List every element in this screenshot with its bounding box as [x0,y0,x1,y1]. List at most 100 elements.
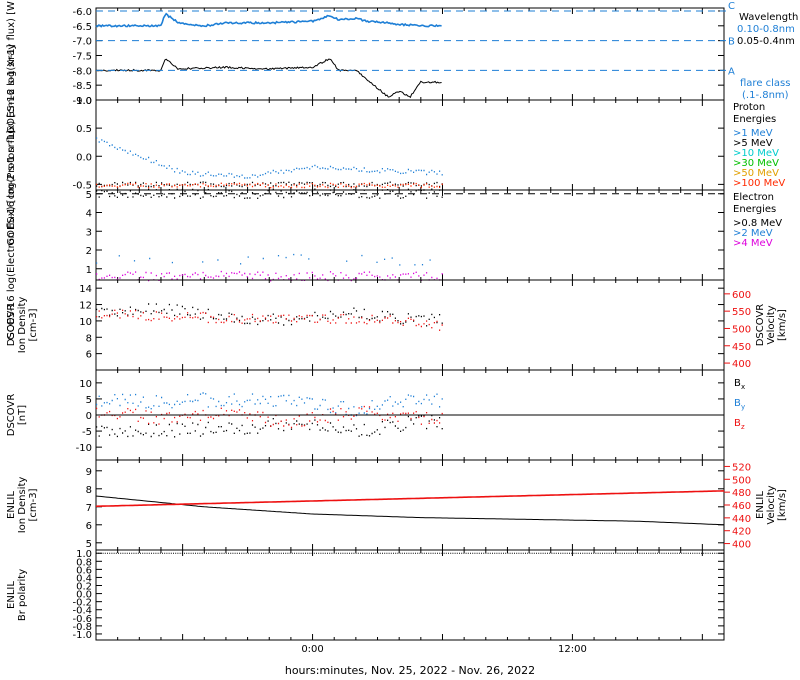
y-tick-label: 9 [86,467,92,478]
y-tick-label: -0.8 [72,622,92,633]
y-tick-label: 1 [86,265,92,276]
y-tick-label: -7.0 [72,37,92,48]
y-tick-label: 0.2 [76,582,92,593]
panel-frame [95,7,725,101]
y-tick-label: -0.2 [72,598,92,609]
y-axis-label: ENLIL [6,491,17,519]
legend-item-subscript: y [741,403,745,411]
y-right-tick-label: 500 [732,475,751,486]
series-by [96,392,443,417]
y-axis-right-label: [km/s] [777,489,788,521]
legend-item: B [734,418,741,429]
y-axis-right-label: [km/s] [777,309,788,341]
y-axis-label: [cm-3] [28,488,39,521]
panel-frame [95,549,725,641]
legend-item: B [734,378,741,389]
y-right-tick-label: 450 [732,342,751,353]
y-tick-label: -7.5 [72,51,92,62]
legend-item: 0.10-0.8nm [737,24,795,35]
panel-enlil [95,459,730,551]
y-tick-label: -5 [82,427,92,438]
legend-title: Proton [733,102,765,113]
y-tick-label: -0.6 [72,614,92,625]
y-tick-label: -0.4 [72,606,92,617]
y-tick-label: 7 [86,503,92,514]
y-tick-label: 0.0 [76,152,92,163]
x-tick-label: 12:00 [558,644,587,655]
panel-electron [95,188,725,282]
y-right-tick-label: 400 [732,359,751,370]
y-right-tick-label: 500 [732,324,751,335]
panel-xray [95,7,726,101]
legend-item: >5 MeV [733,138,773,149]
y-right-tick-label: 600 [732,290,751,301]
y-tick-label: 10 [79,379,92,390]
y-tick-label: 4 [86,209,92,220]
legend-item: >30 MeV [733,158,779,169]
flare-class-note: (.1-.8nm) [742,90,789,101]
y-right-tick-label: 550 [732,307,751,318]
panel-frame [95,189,725,281]
legend-title: Wavelength [739,12,798,23]
panel-frame [95,99,725,191]
y-right-tick-label: 440 [732,514,751,525]
y-tick-label: 3 [86,227,92,238]
y-axis-right-label: Velocity [766,305,777,344]
y-right-tick-label: 520 [732,462,751,473]
series--100-mev [96,182,443,189]
series-bz [96,405,443,429]
y-axis-label: Ion Density [17,297,28,354]
y-tick-label: -0.5 [72,180,92,191]
y-tick-label: 5 [86,395,92,406]
y-tick-label: 8 [86,485,92,496]
flare-class-label: C [728,1,735,12]
y-tick-label: -6.0 [72,7,92,18]
y-axis-label: DSCOVR [6,304,17,347]
y-tick-label: 0.5 [76,124,92,135]
legend-item: >1 MeV [733,128,773,139]
series-0-10-0-8nm [95,12,442,28]
legend-item: >2 MeV [733,228,773,239]
series-velocity [95,490,724,508]
y-tick-label: -9.0 [72,96,92,107]
panel-dscovr_plasma [95,279,730,371]
y-tick-label: 12 [79,301,92,312]
legend-title: Energies [733,204,776,215]
y-axis-label: ENLIL [6,581,17,609]
series-ion-density [95,495,725,526]
y-tick-label: 6 [86,350,92,361]
legend-title: Energies [733,114,776,125]
panel-dscovr_mag [95,369,725,461]
y-axis-label: GOES-16 log(Electron flux) [cm-2 s-1 sr-… [6,130,17,340]
series-bx [96,414,443,438]
series--2-mev [96,253,431,266]
legend-title: Electron [733,192,774,203]
y-axis-right-label: DSCOVR [755,304,766,347]
y-right-tick-label: 400 [732,540,751,551]
y-tick-label: 0.0 [76,590,92,601]
y-tick-label: 0.4 [76,573,92,584]
y-axis-label: GOES-16 log(Proton flux) [cm-2 s-1 sr-1] [6,44,17,245]
y-tick-label: 0.6 [76,565,92,576]
y-axis-label: Br polarity [17,569,28,621]
y-tick-label: 1.0 [76,96,92,107]
y-tick-label: 8 [86,333,92,344]
y-tick-label: 10 [79,317,92,328]
series-0-05-0-4nm [95,58,442,99]
y-tick-label: -8.5 [72,81,92,92]
y-tick-label: 0 [86,411,92,422]
y-tick-label: -6.5 [72,22,92,33]
legend-item: >100 MeV [733,178,785,189]
y-tick-label: -8.0 [72,66,92,77]
legend-item-subscript: x [741,383,745,391]
flare-class-label: B [728,37,735,48]
legend-item-subscript: z [741,423,745,431]
legend-item: 0.05-0.4nm [737,36,795,47]
y-tick-label: 1.0 [76,549,92,560]
y-tick-label: 5 [86,190,92,201]
panel-polarity [95,549,725,641]
flare-class-label: A [728,66,735,77]
y-axis-label: [cm-3] [28,308,39,341]
y-axis-label: DSCOVR [6,394,17,437]
panel-proton [95,99,725,191]
